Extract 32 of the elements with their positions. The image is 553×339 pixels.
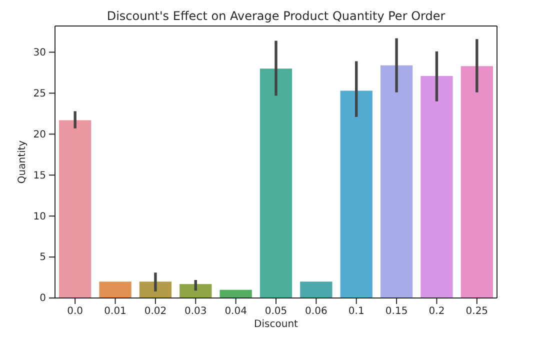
bar: [340, 90, 372, 298]
x-tick-label: 0.04: [224, 306, 247, 318]
y-tick-label: 10: [33, 211, 46, 222]
bar: [420, 76, 453, 298]
y-tick-label: 20: [33, 129, 46, 140]
x-tick-label: 0.15: [385, 306, 408, 318]
x-tick-label: 0.25: [466, 306, 488, 318]
x-tick-label: 0.06: [305, 306, 328, 318]
x-tick-label: 0.01: [104, 306, 126, 318]
bar: [460, 66, 493, 298]
x-axis-title: Discount: [254, 319, 298, 330]
x-tick-label: 0.05: [264, 306, 288, 318]
bar: [59, 120, 92, 298]
bar: [380, 65, 413, 298]
y-tick-label: 15: [33, 170, 46, 182]
y-axis-title: Quantity: [17, 140, 28, 184]
x-tick-label: 0.1: [348, 306, 364, 318]
chart-title: Discount's Effect on Average Product Quantity Per Order: [106, 9, 446, 23]
bar: [180, 284, 212, 298]
y-tick-label: 30: [33, 47, 46, 58]
y-tick-label: 25: [33, 88, 46, 100]
bar: [99, 282, 132, 298]
x-tick-label: 0.2: [428, 306, 445, 318]
bar: [220, 290, 252, 298]
x-tick-label: 0.02: [144, 306, 167, 318]
bar: [300, 282, 332, 298]
y-tick-label: 0: [40, 293, 46, 304]
y-tick-label: 5: [40, 252, 46, 264]
x-tick-label: 0.0: [67, 306, 84, 318]
bar: [260, 68, 292, 298]
bar: [139, 282, 172, 298]
x-tick-label: 0.03: [184, 306, 207, 318]
